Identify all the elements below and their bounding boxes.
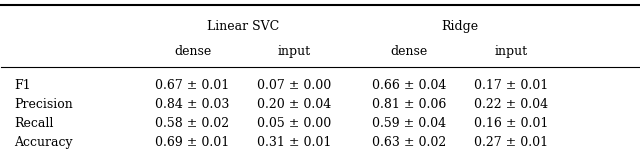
Text: F1: F1	[14, 79, 31, 92]
Text: dense: dense	[390, 45, 428, 58]
Text: 0.84 ± 0.03: 0.84 ± 0.03	[156, 98, 230, 111]
Text: Ridge: Ridge	[442, 20, 479, 33]
Text: 0.81 ± 0.06: 0.81 ± 0.06	[372, 98, 446, 111]
Text: 0.69 ± 0.01: 0.69 ± 0.01	[156, 136, 230, 149]
Text: dense: dense	[174, 45, 211, 58]
Text: 0.31 ± 0.01: 0.31 ± 0.01	[257, 136, 332, 149]
Text: Accuracy: Accuracy	[14, 136, 73, 149]
Text: 0.22 ± 0.04: 0.22 ± 0.04	[474, 98, 548, 111]
Text: 0.66 ± 0.04: 0.66 ± 0.04	[372, 79, 446, 92]
Text: Precision: Precision	[14, 98, 73, 111]
Text: input: input	[495, 45, 528, 58]
Text: 0.59 ± 0.04: 0.59 ± 0.04	[372, 117, 446, 130]
Text: 0.07 ± 0.00: 0.07 ± 0.00	[257, 79, 332, 92]
Text: 0.05 ± 0.00: 0.05 ± 0.00	[257, 117, 332, 130]
Text: Linear SVC: Linear SVC	[207, 20, 280, 33]
Text: Recall: Recall	[14, 117, 54, 130]
Text: 0.17 ± 0.01: 0.17 ± 0.01	[474, 79, 548, 92]
Text: 0.27 ± 0.01: 0.27 ± 0.01	[474, 136, 548, 149]
Text: 0.20 ± 0.04: 0.20 ± 0.04	[257, 98, 332, 111]
Text: 0.16 ± 0.01: 0.16 ± 0.01	[474, 117, 548, 130]
Text: input: input	[278, 45, 311, 58]
Text: 0.63 ± 0.02: 0.63 ± 0.02	[372, 136, 446, 149]
Text: 0.58 ± 0.02: 0.58 ± 0.02	[156, 117, 230, 130]
Text: 0.67 ± 0.01: 0.67 ± 0.01	[156, 79, 230, 92]
